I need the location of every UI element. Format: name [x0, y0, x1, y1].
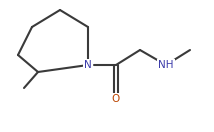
Text: N: N	[84, 60, 92, 70]
Text: O: O	[112, 94, 120, 104]
Text: NH: NH	[158, 60, 174, 70]
